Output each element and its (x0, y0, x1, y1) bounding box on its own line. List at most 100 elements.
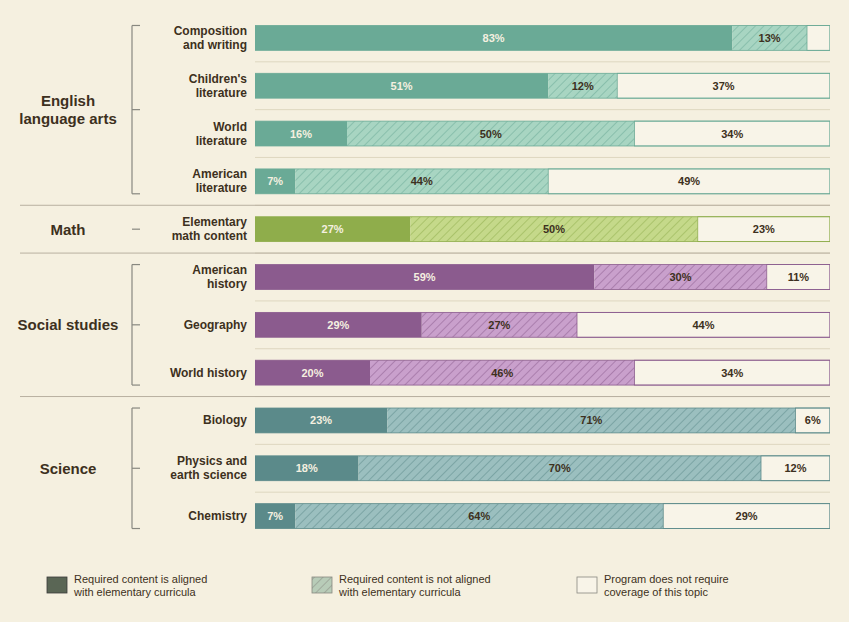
row-separators (20, 62, 830, 492)
row-separator (255, 348, 830, 349)
bar-segment (387, 408, 795, 433)
bar-segment (663, 504, 830, 529)
bar-outline (255, 73, 830, 98)
data-label: 70% (549, 462, 571, 474)
group-label: Social studies (18, 316, 119, 333)
bar-outline (255, 169, 830, 194)
category-label: World history (170, 366, 247, 380)
bar-segment (732, 25, 807, 50)
bar-segment (767, 265, 830, 290)
bar-segment (635, 121, 831, 146)
bar-outline (255, 504, 830, 529)
category-label: Children'sliterature (189, 72, 248, 100)
bar-outline (255, 265, 830, 290)
row-separator (255, 444, 830, 445)
bar-segment (255, 121, 347, 146)
legend-label: Required content is alignedwith elementa… (73, 573, 207, 598)
bar-segment (255, 25, 732, 50)
bar-segment (577, 312, 830, 337)
group-bracket (132, 384, 140, 385)
data-label: 13% (759, 32, 781, 44)
legend-swatch (47, 577, 67, 593)
data-label: 37% (713, 80, 735, 92)
bar-outline (255, 217, 830, 242)
bar-segment (295, 504, 663, 529)
data-label: 16% (290, 128, 312, 140)
group-label: Englishlanguage arts (19, 92, 117, 127)
data-label: 34% (721, 367, 743, 379)
groups: Englishlanguage arts Math Social studies Sc… (18, 25, 140, 528)
bar-segment (295, 169, 548, 194)
data-label: 29% (327, 319, 349, 331)
data-label: 23% (310, 414, 332, 426)
legend: Required content is alignedwith elementa… (47, 573, 729, 598)
data-label: 27% (488, 319, 510, 331)
bar-outline (255, 312, 830, 337)
group-bracket (132, 229, 140, 230)
bar-segment (255, 312, 422, 337)
group-bracket (132, 407, 140, 408)
data-label: 44% (411, 175, 433, 187)
group-bracket (132, 193, 140, 194)
group-label: Science (40, 460, 97, 477)
bar-segment (410, 217, 698, 242)
data-label: 11% (788, 271, 810, 283)
group-bracket (132, 468, 140, 469)
bar-segment (548, 73, 617, 98)
bar-segment (635, 360, 831, 385)
data-label: 50% (480, 128, 502, 140)
data-label: 6% (805, 414, 821, 426)
data-label: 23% (753, 223, 775, 235)
bar-segment (548, 169, 830, 194)
bar-outline (255, 408, 830, 433)
bar-segment (255, 360, 370, 385)
data-label: 20% (301, 367, 323, 379)
background (0, 0, 849, 622)
row-separator (255, 300, 830, 301)
bar-outline (255, 456, 830, 481)
bar-segment (255, 265, 594, 290)
bar-segment (617, 73, 830, 98)
bar-segment (796, 408, 831, 433)
legend-swatch (577, 577, 597, 593)
data-label: 7% (267, 175, 283, 187)
bar-segment (422, 312, 577, 337)
category-label: Elementarymath content (172, 215, 248, 243)
legend-swatch (312, 577, 332, 593)
data-labels: 83%13%51%12%37%16%50%34%7%44%49%27%50%23… (267, 32, 821, 522)
category-label: Chemistry (188, 509, 247, 523)
chart: 83%13%51%12%37%16%50%34%7%44%49%27%50%23… (0, 0, 849, 622)
group-separator (20, 253, 830, 254)
row-separator (255, 157, 830, 158)
bar-segment (255, 73, 548, 98)
category-label: Compositionand writing (174, 24, 247, 52)
bar-segment (255, 456, 359, 481)
bar-segment (807, 25, 830, 50)
data-label: 12% (572, 80, 594, 92)
legend-label: Required content is not alignedwith elem… (338, 573, 491, 598)
bar-segment (347, 121, 635, 146)
category-label: Worldliterature (196, 120, 248, 148)
data-label: 46% (491, 367, 513, 379)
y-axis: Compositionand writing Children'sliteratu… (170, 24, 247, 523)
data-label: 27% (322, 223, 344, 235)
bar-outline (255, 25, 830, 50)
category-label: Americanhistory (192, 263, 247, 291)
group-separator (20, 396, 830, 397)
group-separator (20, 205, 830, 206)
data-label: 34% (721, 128, 743, 140)
bar-segment (594, 265, 767, 290)
group-label: Math (51, 221, 86, 238)
category-label: Geography (184, 318, 248, 332)
data-label: 30% (669, 271, 691, 283)
bar-outline (255, 360, 830, 385)
bar-segment (359, 456, 762, 481)
data-label: 44% (692, 319, 714, 331)
bar-segment (698, 217, 830, 242)
group-bracket (132, 528, 140, 529)
group-bracket (132, 264, 140, 265)
bar-segment (255, 217, 410, 242)
data-label: 64% (468, 510, 490, 522)
group-bracket (132, 324, 140, 325)
data-label: 51% (391, 80, 413, 92)
